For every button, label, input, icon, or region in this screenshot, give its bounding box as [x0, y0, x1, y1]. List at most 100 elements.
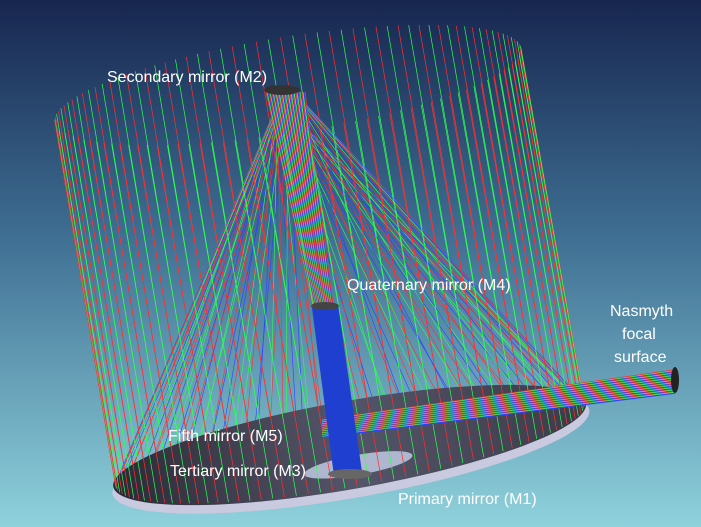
ray [291, 91, 514, 387]
ray [131, 91, 282, 499]
label: Secondary mirror (M2) [107, 69, 267, 86]
ray [480, 82, 545, 436]
ray [118, 91, 284, 477]
ray [293, 91, 578, 397]
ray [68, 134, 130, 498]
ray [290, 91, 462, 389]
ray [487, 79, 551, 433]
ray [77, 137, 140, 500]
ray [321, 377, 676, 427]
ray [457, 92, 522, 446]
label: Fifth mirror (M5) [168, 428, 283, 445]
ray [72, 136, 135, 499]
ray [290, 91, 447, 390]
ray [321, 387, 676, 434]
ray [137, 144, 199, 504]
ray [279, 91, 327, 345]
quaternary-mirror [311, 302, 339, 310]
ray [292, 91, 536, 388]
ray [321, 373, 676, 424]
ray [266, 91, 319, 332]
ray [56, 126, 119, 491]
ray [187, 91, 287, 442]
ray [265, 91, 319, 331]
ray [507, 67, 572, 422]
tertiary-beam [312, 304, 362, 476]
ray [321, 380, 676, 429]
ray [273, 91, 324, 339]
tertiary-mirror [328, 469, 372, 479]
label: focal [622, 326, 656, 343]
ray [155, 91, 286, 455]
ray [514, 61, 579, 416]
ray [321, 391, 676, 438]
focal-surface [671, 367, 679, 393]
ray [83, 139, 145, 501]
ray [321, 370, 676, 422]
ray [54, 121, 116, 487]
ray [321, 375, 676, 426]
ray [449, 95, 513, 449]
ray [222, 141, 285, 498]
ray [293, 91, 562, 391]
ray [430, 101, 495, 455]
ray [96, 141, 158, 503]
ray [321, 371, 676, 422]
ray [291, 91, 489, 388]
ray [234, 140, 297, 496]
ray [274, 91, 324, 340]
ray [89, 140, 152, 502]
ray [321, 374, 676, 425]
ray [275, 91, 325, 341]
ray [511, 64, 576, 419]
ray [103, 142, 166, 503]
ray [177, 144, 240, 502]
ray [270, 91, 322, 336]
ray [293, 91, 574, 395]
label: Nasmyth [610, 303, 673, 320]
ray [520, 53, 585, 409]
secondary-mirror [264, 85, 300, 95]
ray [272, 91, 545, 437]
ray [321, 376, 676, 426]
ray [321, 392, 676, 438]
ray [246, 138, 309, 495]
ray [321, 371, 676, 423]
ray [268, 91, 321, 334]
ray [498, 73, 563, 428]
ray [321, 391, 676, 437]
ray [211, 142, 274, 499]
ray [258, 137, 321, 493]
ray [116, 91, 284, 481]
ray [321, 388, 676, 435]
ray [277, 91, 326, 343]
ray [271, 91, 322, 337]
ray [321, 372, 676, 423]
ray [154, 91, 281, 503]
ray [517, 58, 582, 414]
ray [61, 130, 123, 495]
ray [321, 379, 676, 429]
ray [321, 387, 676, 435]
label: Quaternary mirror (M4) [347, 277, 511, 294]
ray [199, 91, 287, 438]
ray [321, 384, 676, 432]
ray [176, 91, 286, 447]
ray [132, 91, 285, 467]
ray [321, 385, 676, 433]
ray [119, 144, 182, 504]
ray [165, 91, 286, 451]
ray [321, 383, 676, 432]
ray [291, 91, 502, 387]
ray [128, 144, 190, 504]
ray [188, 143, 251, 501]
ray [111, 143, 173, 504]
ray [321, 381, 676, 430]
ray [272, 91, 524, 445]
ray [321, 382, 676, 431]
ray [276, 91, 325, 342]
ray [199, 143, 262, 500]
ray [156, 144, 219, 503]
ray [519, 55, 583, 411]
